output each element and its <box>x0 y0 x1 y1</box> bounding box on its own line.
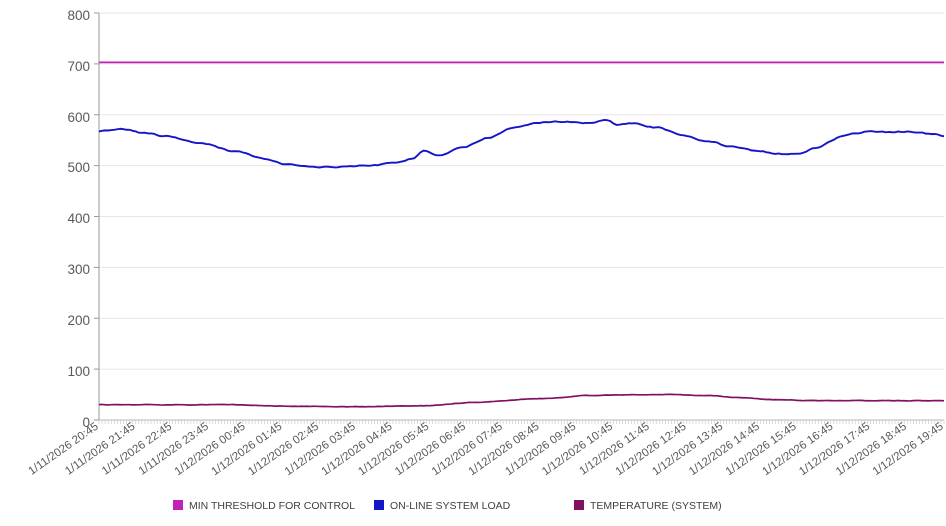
svg-text:1/12/2026 19:45: 1/12/2026 19:45 <box>871 421 946 479</box>
